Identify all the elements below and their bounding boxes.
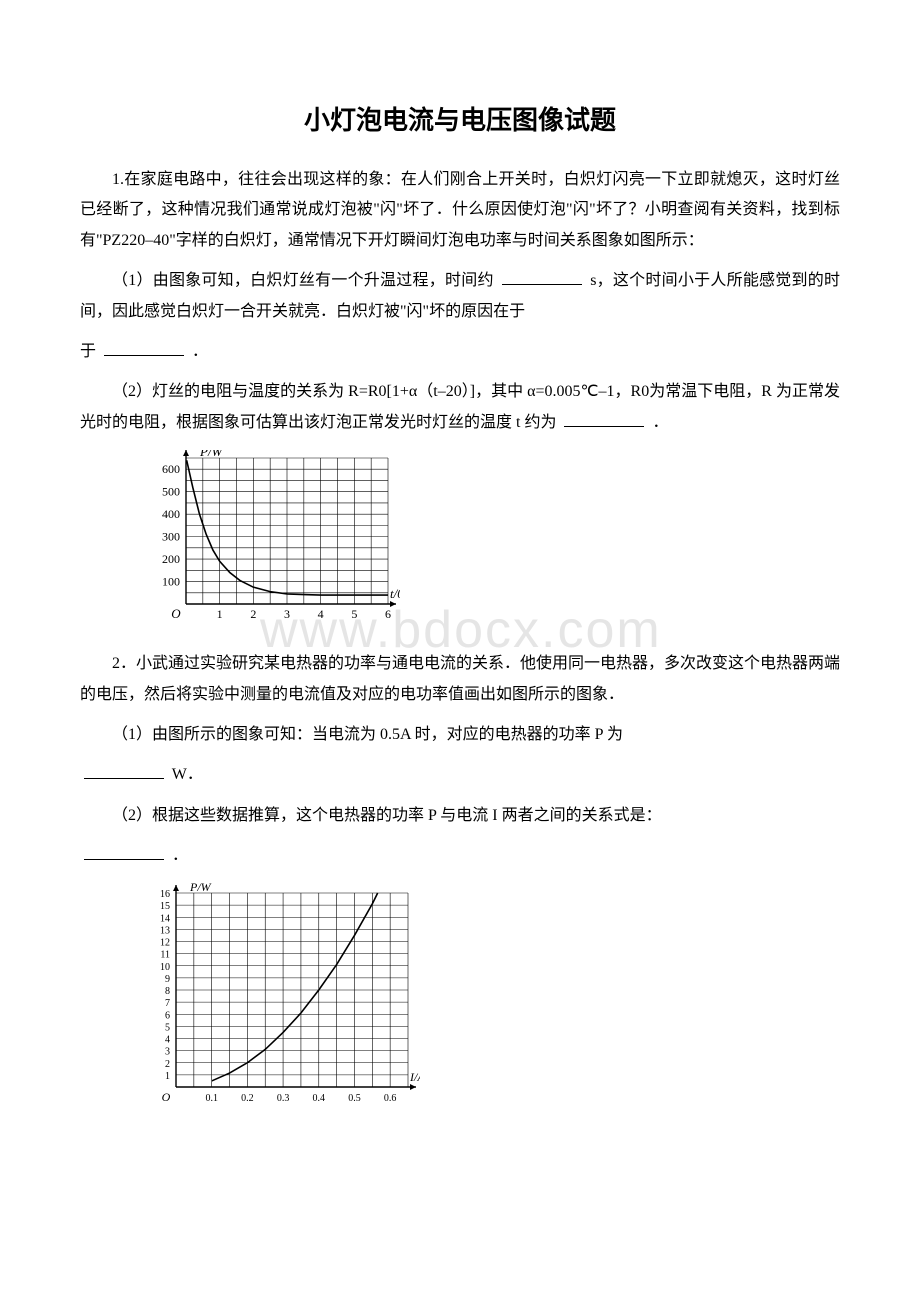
- svg-text:3: 3: [284, 607, 290, 621]
- svg-text:300: 300: [162, 530, 180, 544]
- chart1-svg: 1 2 3 4 5 6 100 200 300 400 500 600 O P/W t/0.01s: [140, 450, 400, 630]
- q1-part1: （1）由图象可知，白炽灯丝有一个升温过程，时间约 s，这个时间小于人所能感觉到的…: [80, 266, 840, 327]
- svg-text:400: 400: [162, 507, 180, 521]
- svg-text:500: 500: [162, 485, 180, 499]
- svg-text:4: 4: [165, 1035, 170, 1046]
- svg-text:15: 15: [160, 902, 170, 913]
- svg-text:0.3: 0.3: [277, 1093, 290, 1104]
- svg-text:14: 14: [160, 914, 170, 925]
- svg-text:0.6: 0.6: [384, 1093, 397, 1104]
- svg-text:1: 1: [217, 607, 223, 621]
- svg-text:t/0.01s: t/0.01s: [390, 586, 400, 601]
- q1-intro: 1.在家庭电路中，往往会出现这样的象：在人们刚合上开关时，白炽灯闪亮一下立即就熄…: [80, 165, 840, 256]
- blank-formula: [84, 844, 164, 860]
- svg-text:5: 5: [351, 607, 357, 621]
- svg-text:0.1: 0.1: [205, 1093, 218, 1104]
- svg-text:P/W: P/W: [189, 883, 212, 894]
- q2-intro: 2．小武通过实验研究某电热器的功率与通电电流的关系．他使用同一电热器，多次改变这…: [80, 649, 840, 710]
- q2-part2-tail: ．: [80, 841, 840, 871]
- svg-text:13: 13: [160, 926, 170, 937]
- q1-p1-tail: ．: [192, 343, 208, 360]
- svg-text:6: 6: [385, 607, 391, 621]
- svg-text:1: 1: [165, 1071, 170, 1082]
- svg-text:8: 8: [165, 986, 170, 997]
- svg-text:10: 10: [160, 962, 170, 973]
- q2-p2-tail: ．: [172, 847, 188, 864]
- blank-power: [84, 763, 164, 779]
- q1-part1-tail: 于 ．: [80, 337, 840, 367]
- blank-reason: [104, 340, 184, 356]
- svg-text:2: 2: [165, 1059, 170, 1070]
- svg-text:200: 200: [162, 552, 180, 566]
- q1-p2-before: （2）灯丝的电阻与温度的关系为 R=R0[1+α（t–20）]，其中 α=0.0…: [80, 383, 840, 430]
- svg-text:O: O: [162, 1090, 171, 1104]
- svg-text:600: 600: [162, 462, 180, 476]
- svg-text:0.4: 0.4: [313, 1093, 326, 1104]
- q1-p1-cont: 于: [80, 343, 96, 360]
- svg-text:0.5: 0.5: [348, 1093, 361, 1104]
- blank-time: [502, 269, 582, 285]
- svg-text:11: 11: [160, 950, 170, 961]
- q2-part2: （2）根据这些数据推算，这个电热器的功率 P 与电流 I 两者之间的关系式是：: [80, 801, 840, 831]
- svg-text:I/A: I/A: [409, 1070, 420, 1084]
- svg-text:P/W: P/W: [199, 450, 224, 459]
- chart1-container: 1 2 3 4 5 6 100 200 300 400 500 600 O P/W t/0.01s: [140, 450, 840, 635]
- svg-text:2: 2: [250, 607, 256, 621]
- svg-text:3: 3: [165, 1047, 170, 1058]
- svg-text:16: 16: [160, 889, 170, 900]
- svg-text:12: 12: [160, 938, 170, 949]
- svg-text:6: 6: [165, 1011, 170, 1022]
- q2-part1: （1）由图所示的图象可知：当电流为 0.5A 时，对应的电热器的功率 P 为: [80, 720, 840, 750]
- chart2-svg: 0.10.20.30.40.50.61234567891011121314151…: [140, 883, 420, 1113]
- svg-text:5: 5: [165, 1023, 170, 1034]
- q1-part2: （2）灯丝的电阻与温度的关系为 R=R0[1+α（t–20）]，其中 α=0.0…: [80, 377, 840, 438]
- q1-p1-before: （1）由图象可知，白炽灯丝有一个升温过程，时间约: [112, 272, 494, 289]
- page-title: 小灯泡电流与电压图像试题: [80, 100, 840, 137]
- blank-temp: [564, 411, 644, 427]
- svg-text:O: O: [171, 606, 181, 621]
- q2-p1-after: W．: [172, 766, 203, 783]
- q1-p2-tail: ．: [652, 414, 668, 431]
- q2-p1-before: （1）由图所示的图象可知：当电流为 0.5A 时，对应的电热器的功率 P 为: [112, 726, 623, 743]
- q2-p2-before: （2）根据这些数据推算，这个电热器的功率 P 与电流 I 两者之间的关系式是：: [112, 807, 662, 824]
- svg-text:9: 9: [165, 974, 170, 985]
- svg-text:0.2: 0.2: [241, 1093, 254, 1104]
- svg-text:100: 100: [162, 575, 180, 589]
- chart2-container: 0.10.20.30.40.50.61234567891011121314151…: [140, 883, 840, 1118]
- q2-part1-tail: W．: [80, 760, 840, 790]
- svg-text:7: 7: [165, 999, 170, 1010]
- svg-text:4: 4: [318, 607, 324, 621]
